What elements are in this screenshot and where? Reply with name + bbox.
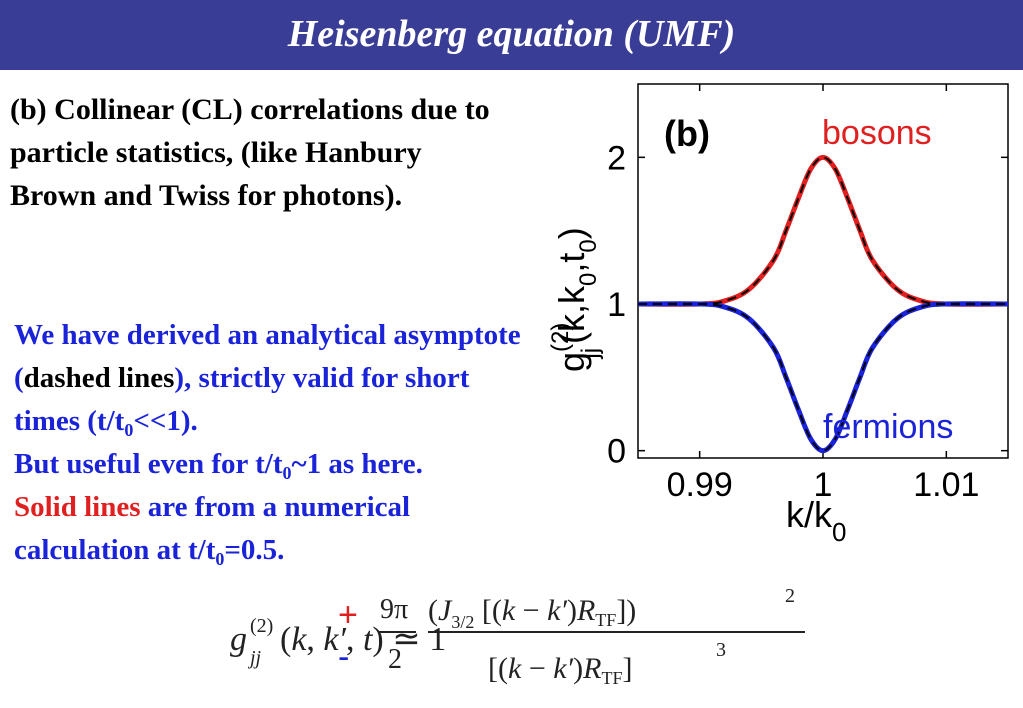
subscript-0: 0 xyxy=(215,549,225,569)
analysis-text-line3-end: ~1 as here. xyxy=(291,448,423,480)
asymptote-formula: g (2) jj (k, k′, t) ≃ 1 9π 2 (J3/2 [(k −… xyxy=(230,585,805,688)
svg-text:9π: 9π xyxy=(380,594,408,625)
analysis-text-line2: <<1). xyxy=(133,405,198,437)
svg-text:(k, k′, t) ≃ 1: (k, k′, t) ≃ 1 xyxy=(280,621,446,658)
legend-fermions: fermions xyxy=(823,408,953,446)
asymptote-dashed-line xyxy=(637,302,1009,452)
analysis-text-line1: We have derived an analytical asymptote … xyxy=(14,319,521,394)
y-axis-label: g(2)jj(k,k0,t0) xyxy=(547,227,604,372)
correlation-chart: 0.99 1 1.01 0 1 2 (b) bosons fermions k/k0 g(… xyxy=(547,83,1009,547)
y-tick-label: 0 xyxy=(607,433,626,471)
dashed-lines-label: dashed lines xyxy=(23,362,175,394)
analysis-text-line4: are from a numerical calculation at t/t xyxy=(14,491,411,566)
svg-text:jj: jj xyxy=(247,647,262,669)
slide-title: Heisenberg equation (UMF) xyxy=(287,13,736,55)
y-tick-label: 2 xyxy=(607,139,626,177)
x-axis-label: k/k0 xyxy=(786,494,846,547)
plus-sign: + xyxy=(338,596,358,634)
svg-text:[(k − k′)RTF]: [(k − k′)RTF] xyxy=(488,652,632,688)
minus-sign: - xyxy=(338,638,350,676)
svg-text:(2): (2) xyxy=(250,615,273,637)
analysis-text: We have derived an analytical asymptote … xyxy=(14,314,534,572)
svg-text:3: 3 xyxy=(716,639,726,661)
svg-text:(J3/2 [(k − k′)RTF]): (J3/2 [(k − k′)RTF]) xyxy=(428,594,636,632)
svg-text:g: g xyxy=(230,621,247,658)
subscript-0: 0 xyxy=(124,420,134,440)
y-tick-label: 1 xyxy=(607,286,626,324)
asymptote-dashed-line xyxy=(637,156,1009,306)
solid-lines-label: Solid lines xyxy=(14,491,141,523)
x-tick-label: 0.99 xyxy=(667,466,733,504)
bosons-solid-line xyxy=(637,154,1009,307)
analysis-text-line4-end: =0.5. xyxy=(224,534,285,566)
x-tick-label: 1.01 xyxy=(913,466,979,504)
legend-bosons: bosons xyxy=(822,114,932,152)
panel-label: (b) xyxy=(664,113,710,154)
analysis-text-line3: But useful even for t/t xyxy=(14,448,283,480)
title-bar: Heisenberg equation (UMF) xyxy=(0,0,1023,70)
intro-text: (b) Collinear (CL) correlations due to p… xyxy=(10,93,490,212)
svg-text:2: 2 xyxy=(388,644,402,675)
svg-text:2: 2 xyxy=(785,585,795,607)
x-tick-label: 1 xyxy=(814,466,833,504)
analysis-text-line1-end: ), strictly valid for short times (t/t xyxy=(14,362,470,437)
subscript-0: 0 xyxy=(282,463,292,483)
